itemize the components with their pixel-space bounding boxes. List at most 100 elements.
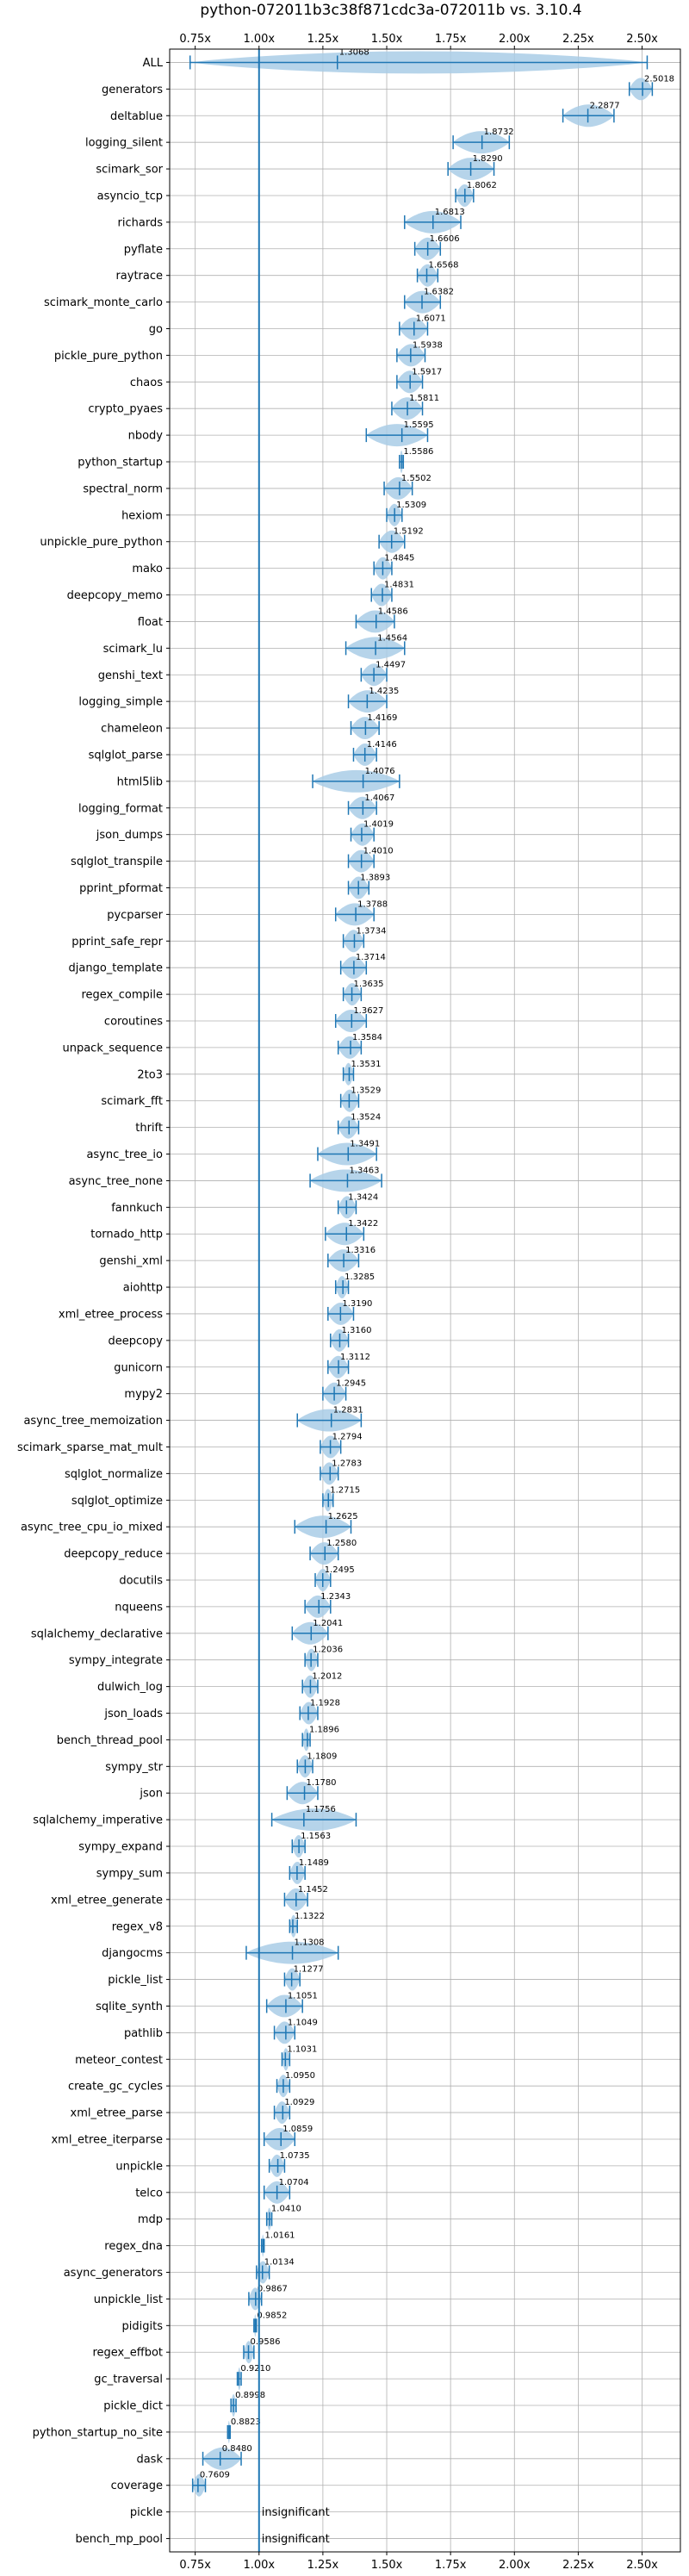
value-label: 1.5309 (396, 501, 426, 510)
value-label: 1.2831 (333, 1406, 363, 1416)
value-label: 1.0735 (280, 2151, 310, 2161)
value-label: 1.6813 (435, 208, 465, 217)
category-label: regex_compile (81, 989, 163, 1002)
category-label: chaos (130, 376, 163, 389)
category-label: unpickle (115, 2160, 163, 2173)
x-tick-label-bottom: 1.75x (435, 2559, 467, 2572)
x-tick-label-top: 2.00x (499, 33, 531, 46)
value-label: 1.2625 (328, 1512, 358, 1521)
value-label: 1.2343 (320, 1592, 351, 1602)
category-label: genshi_xml (99, 1255, 163, 1268)
category-label: pidigits (122, 2320, 164, 2333)
category-label: bench_thread_pool (57, 1734, 163, 1747)
category-label: docutils (119, 1574, 163, 1587)
category-label: create_gc_cycles (68, 2081, 163, 2094)
mark-layer: 1.3068 2.5018 2.2877 1.8732 1.8290 1.8062 1.68… (189, 47, 674, 2552)
value-label: 0.9210 (240, 2364, 270, 2374)
category-label: bench_mp_pool (75, 2533, 163, 2546)
category-label: raytrace (115, 270, 163, 283)
value-label: 1.3531 (351, 1060, 381, 1069)
x-tick-label-bottom: 0.75x (179, 2559, 211, 2572)
category-label: nqueens (115, 1601, 163, 1614)
value-label: 1.5192 (394, 527, 424, 537)
value-label: 1.2945 (336, 1379, 366, 1389)
value-label: 1.3316 (345, 1246, 376, 1255)
category-label: pickle_pure_python (54, 350, 163, 363)
value-label: 1.3627 (353, 1006, 383, 1016)
value-label: 1.1780 (307, 1778, 337, 1788)
chart-title: python-072011b3c38f871cdc3a-072011b vs. … (200, 2, 581, 19)
axis-layer: 0.75x 0.75x 1.00x 1.00x 1.25x 1.25x 1.50x 1.50x… (17, 33, 658, 2572)
category-label: hexiom (121, 509, 163, 522)
value-label: 1.1322 (295, 1912, 325, 1921)
category-label: pycparser (107, 909, 163, 922)
value-label: 1.5586 (403, 447, 433, 457)
value-label: 2.5018 (644, 74, 674, 84)
category-label: unpack_sequence (62, 1042, 163, 1055)
category-label: sympy_expand (78, 1841, 163, 1854)
category-label: go (149, 323, 163, 336)
value-label: 1.2012 (312, 1672, 342, 1682)
value-label: 1.2036 (313, 1646, 343, 1655)
value-label: 1.4169 (367, 713, 397, 723)
category-label: sympy_str (105, 1761, 163, 1774)
category-label: async_generators (64, 2267, 164, 2280)
x-tick-label-top: 1.75x (435, 33, 467, 46)
value-label: 1.0134 (264, 2258, 295, 2268)
value-label: 1.3788 (357, 899, 388, 909)
insignificant-label: insignificant (262, 2506, 330, 2519)
category-label: python_startup_no_site (33, 2426, 163, 2439)
x-tick-label-top: 1.00x (243, 33, 275, 46)
value-label: 1.2715 (330, 1485, 360, 1495)
category-label: tornado_http (90, 1229, 163, 1241)
category-label: unpickle_pure_python (40, 536, 163, 549)
value-label: 1.3160 (341, 1326, 371, 1335)
x-tick-label-top: 0.75x (179, 33, 211, 46)
category-label: sqlite_synth (96, 2000, 163, 2013)
category-label: regex_dna (104, 2240, 163, 2253)
category-label: pyflate (124, 243, 163, 256)
value-label: 1.4564 (377, 633, 407, 643)
category-label: scimark_monte_carlo (44, 296, 163, 309)
category-label: unpickle_list (94, 2293, 163, 2306)
value-label: 1.1756 (306, 1805, 336, 1814)
value-label: 1.1049 (288, 2018, 318, 2027)
category-label: logging_simple (78, 696, 163, 709)
value-label: 1.2041 (313, 1619, 343, 1628)
category-label: async_tree_none (69, 1175, 163, 1188)
category-label: coverage (111, 2480, 163, 2492)
value-label: 1.6568 (429, 261, 459, 271)
value-label: 1.1896 (309, 1725, 339, 1734)
category-label: async_tree_cpu_io_mixed (21, 1521, 163, 1534)
value-label: 1.5595 (404, 420, 434, 430)
value-label: 1.4845 (384, 554, 414, 563)
category-label: html5lib (117, 775, 163, 788)
value-label: 1.6071 (416, 314, 446, 323)
category-label: sqlalchemy_declarative (31, 1627, 163, 1640)
value-label: 1.1051 (288, 1991, 318, 2000)
value-label: 1.3463 (349, 1166, 379, 1175)
value-label: 0.9852 (257, 2311, 287, 2320)
x-tick-label-bottom: 2.00x (499, 2559, 531, 2572)
category-label: regex_effbot (92, 2347, 163, 2360)
category-label: thrift (135, 1122, 163, 1135)
category-label: sqlalchemy_imperative (33, 1814, 163, 1827)
value-label: 1.2495 (325, 1565, 355, 1575)
category-label: pickle (130, 2506, 163, 2519)
category-label: json (139, 1788, 163, 1801)
category-label: genshi_text (98, 669, 163, 682)
category-label: gunicorn (114, 1361, 163, 1374)
value-label: 1.4586 (378, 607, 408, 616)
category-label: xml_etree_generate (51, 1894, 163, 1907)
category-label: mypy2 (124, 1388, 163, 1401)
category-label: python_startup (78, 457, 163, 470)
value-label: 1.8062 (467, 181, 497, 190)
category-label: crypto_pyaes (88, 403, 163, 416)
category-label: scimark_lu (103, 643, 163, 656)
category-label: scimark_fft (101, 1095, 163, 1108)
value-label: 1.1489 (299, 1858, 329, 1868)
value-label: 1.3190 (342, 1299, 372, 1309)
value-label: 1.0859 (282, 2125, 313, 2134)
value-label: 1.3285 (344, 1272, 375, 1282)
category-label: deltablue (110, 110, 163, 123)
